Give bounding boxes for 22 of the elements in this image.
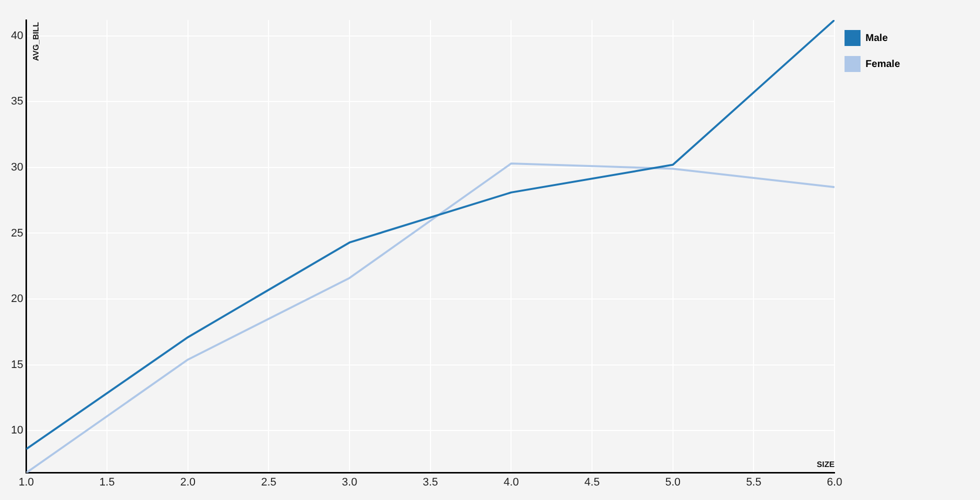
y-tick-label: 10 (10, 424, 24, 437)
legend-label: Male (866, 32, 888, 44)
x-tick-label: 4.5 (584, 476, 600, 488)
y-tick-label: 35 (10, 96, 24, 108)
y-tick-label: 15 (10, 358, 24, 371)
x-tick-label: 2.0 (180, 476, 196, 488)
x-tick-label: 3.0 (342, 476, 358, 488)
x-tick-label: 5.5 (746, 476, 762, 488)
legend-label: Female (866, 58, 900, 70)
x-axis-title: SIZE (816, 460, 836, 470)
x-tick-label: 5.0 (665, 476, 681, 488)
y-tick-label: 20 (10, 293, 24, 306)
y-tick-label: 40 (10, 30, 24, 42)
y-axis-title: AVG_BILL (31, 22, 40, 61)
y-tick-label: 30 (10, 161, 24, 174)
x-tick-label: 1.5 (99, 476, 115, 488)
y-tick-label: 25 (10, 227, 24, 240)
x-tick-label: 3.5 (422, 476, 438, 488)
x-tick-label: 6.0 (826, 476, 842, 488)
x-tick-label: 1.0 (18, 476, 34, 488)
x-tick-label: 4.0 (504, 476, 519, 488)
x-tick-label: 2.5 (261, 476, 276, 488)
